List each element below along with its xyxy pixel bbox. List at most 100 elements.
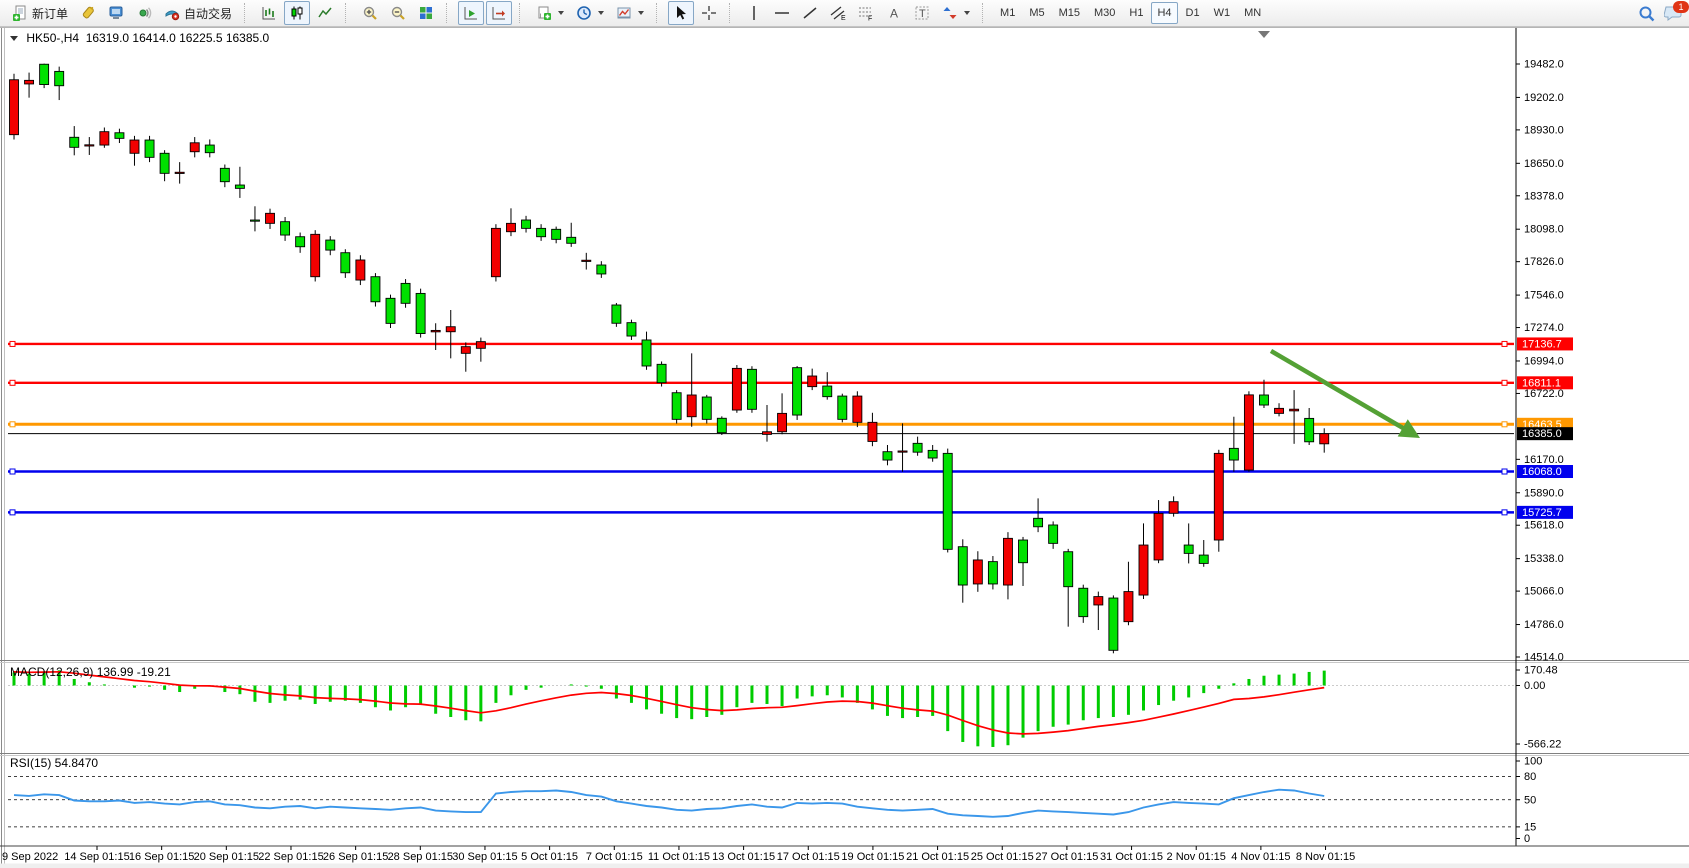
add-indicator-icon xyxy=(536,5,552,21)
candlestick-chart-button[interactable] xyxy=(284,1,311,25)
timeframe-M30[interactable]: M30 xyxy=(1094,7,1116,19)
timeframe-H4[interactable]: H4 xyxy=(1151,2,1178,24)
line-chart-icon xyxy=(317,5,333,21)
time-tick-label[interactable]: 28 Sep 01:15 xyxy=(388,851,453,863)
timeframe-M5[interactable]: M5 xyxy=(1029,7,1045,19)
cursor-tool-button[interactable] xyxy=(668,1,695,25)
timeframe-W1[interactable]: W1 xyxy=(1213,7,1231,19)
broadcast-button[interactable] xyxy=(131,1,157,25)
candle-body xyxy=(234,184,245,189)
time-tick-label[interactable]: 22 Sep 01:15 xyxy=(258,851,323,863)
price-badge xyxy=(1517,376,1573,390)
candle-body xyxy=(822,385,833,398)
add-indicator-button[interactable] xyxy=(531,1,569,25)
time-tick-label[interactable]: 27 Oct 01:15 xyxy=(1035,851,1098,863)
channel-tool-button[interactable]: E xyxy=(825,1,851,25)
zoom-in-icon xyxy=(362,5,378,21)
crosshair-tool-button[interactable] xyxy=(696,1,722,25)
candle-body xyxy=(912,442,923,453)
zoom-out-button[interactable] xyxy=(385,1,411,25)
timeframe-D1[interactable]: D1 xyxy=(1185,7,1200,19)
chart-shift-marker[interactable] xyxy=(1258,31,1270,38)
auto-trading-button[interactable]: 自动交易 xyxy=(159,1,237,25)
candle-body xyxy=(1183,544,1194,554)
fibonacci-tool-button[interactable]: F xyxy=(853,1,879,25)
timeframe-M15[interactable]: M15 xyxy=(1058,7,1080,19)
periods-button[interactable] xyxy=(571,1,609,25)
candle-body xyxy=(159,152,170,174)
time-tick-label[interactable]: 9 Sep 2022 xyxy=(2,851,58,863)
text-tool-button[interactable]: A xyxy=(881,1,907,25)
horizontal-line-tool-button[interactable] xyxy=(769,1,795,25)
trendline-tool-button[interactable] xyxy=(797,1,823,25)
candle-body xyxy=(792,367,803,416)
timeframe-M1[interactable]: M1 xyxy=(1000,7,1016,19)
trend-arrow-head[interactable] xyxy=(1397,419,1420,438)
chevron-down-icon xyxy=(558,11,565,15)
templates-button[interactable] xyxy=(611,1,649,25)
time-tick-label[interactable]: 30 Sep 01:15 xyxy=(452,851,517,863)
rsi-tick-label: 15 xyxy=(1524,821,1536,833)
line-handle xyxy=(9,509,16,516)
bar-chart-button[interactable] xyxy=(256,1,282,25)
window-bottom-strip xyxy=(0,863,1689,868)
time-tick-label[interactable]: 5 Oct 01:15 xyxy=(521,851,578,863)
zoom-in-button[interactable] xyxy=(357,1,383,25)
chat-notification-icon[interactable]: 1 xyxy=(1664,0,1689,23)
price-tick-label: 16722.0 xyxy=(1524,388,1564,400)
line-chart-button[interactable] xyxy=(312,1,338,25)
macd-tick-label: 170.48 xyxy=(1524,665,1558,677)
time-tick-label[interactable]: 17 Oct 01:15 xyxy=(777,851,840,863)
price-tick-label: 17826.0 xyxy=(1524,256,1564,268)
time-tick-label[interactable]: 7 Oct 01:15 xyxy=(586,851,643,863)
chart-canvas[interactable]: 19482.0 19202.0 18930.0 18650.0 18378.0 18098… xyxy=(0,27,1689,868)
timeframe-MN[interactable]: MN xyxy=(1244,7,1262,19)
candle-body xyxy=(1198,554,1209,564)
price-tick-label: 19482.0 xyxy=(1524,59,1564,71)
time-tick-label[interactable]: 11 Oct 01:15 xyxy=(648,851,710,863)
time-tick-label[interactable]: 13 Oct 01:15 xyxy=(712,851,775,863)
candle-body xyxy=(1259,394,1269,406)
toolbar-separator xyxy=(345,3,352,23)
new-order-button[interactable]: 新订单 xyxy=(7,1,73,25)
time-tick-label[interactable]: 31 Oct 01:15 xyxy=(1100,851,1163,863)
time-tick-label[interactable]: 14 Sep 01:15 xyxy=(64,851,129,863)
candle-body xyxy=(265,212,275,224)
candle-body xyxy=(144,139,155,158)
candle-body xyxy=(1093,596,1104,606)
editor-monitor-icon xyxy=(108,5,124,21)
styler-button[interactable] xyxy=(75,1,101,25)
search-icon[interactable] xyxy=(1638,5,1656,23)
label-tool-button[interactable]: T xyxy=(909,1,935,25)
svg-text:A: A xyxy=(890,7,898,21)
time-tick-label[interactable]: 2 Nov 01:15 xyxy=(1167,851,1226,863)
time-tick-label[interactable]: 8 Nov 01:15 xyxy=(1296,851,1355,863)
timeframe-H1[interactable]: H1 xyxy=(1129,7,1144,19)
vertical-line-tool-button[interactable] xyxy=(741,1,767,25)
tile-windows-button[interactable] xyxy=(413,1,439,25)
price-tick-label: 18378.0 xyxy=(1524,190,1564,202)
price-tick-label: 17274.0 xyxy=(1524,322,1564,334)
candle-body xyxy=(897,450,908,453)
candle-body xyxy=(295,236,306,248)
candle-body xyxy=(1078,587,1089,618)
candle-body xyxy=(370,276,381,303)
line-handle xyxy=(1501,379,1508,386)
time-tick-label[interactable]: 26 Sep 01:15 xyxy=(323,851,388,863)
time-tick-label[interactable]: 20 Sep 01:15 xyxy=(194,851,259,863)
toolbar-separator xyxy=(982,3,989,23)
auto-scroll-button[interactable] xyxy=(458,1,485,25)
line-handle xyxy=(9,421,16,428)
time-tick-label[interactable]: 21 Oct 01:15 xyxy=(906,851,969,863)
trend-arrow-line[interactable] xyxy=(1269,349,1410,433)
time-tick-label[interactable]: 4 Nov 01:15 xyxy=(1231,851,1290,863)
time-tick-label[interactable]: 16 Sep 01:15 xyxy=(129,851,194,863)
metaeditor-button[interactable] xyxy=(103,1,129,25)
shapes-tool-button[interactable] xyxy=(937,1,975,25)
toolbar-separator xyxy=(656,3,663,23)
candle-body xyxy=(987,561,998,585)
chart-shift-button[interactable] xyxy=(486,1,513,25)
time-tick-label[interactable]: 25 Oct 01:15 xyxy=(971,851,1034,863)
time-tick-label[interactable]: 19 Oct 01:15 xyxy=(841,851,904,863)
notification-badge: 1 xyxy=(1673,0,1689,13)
